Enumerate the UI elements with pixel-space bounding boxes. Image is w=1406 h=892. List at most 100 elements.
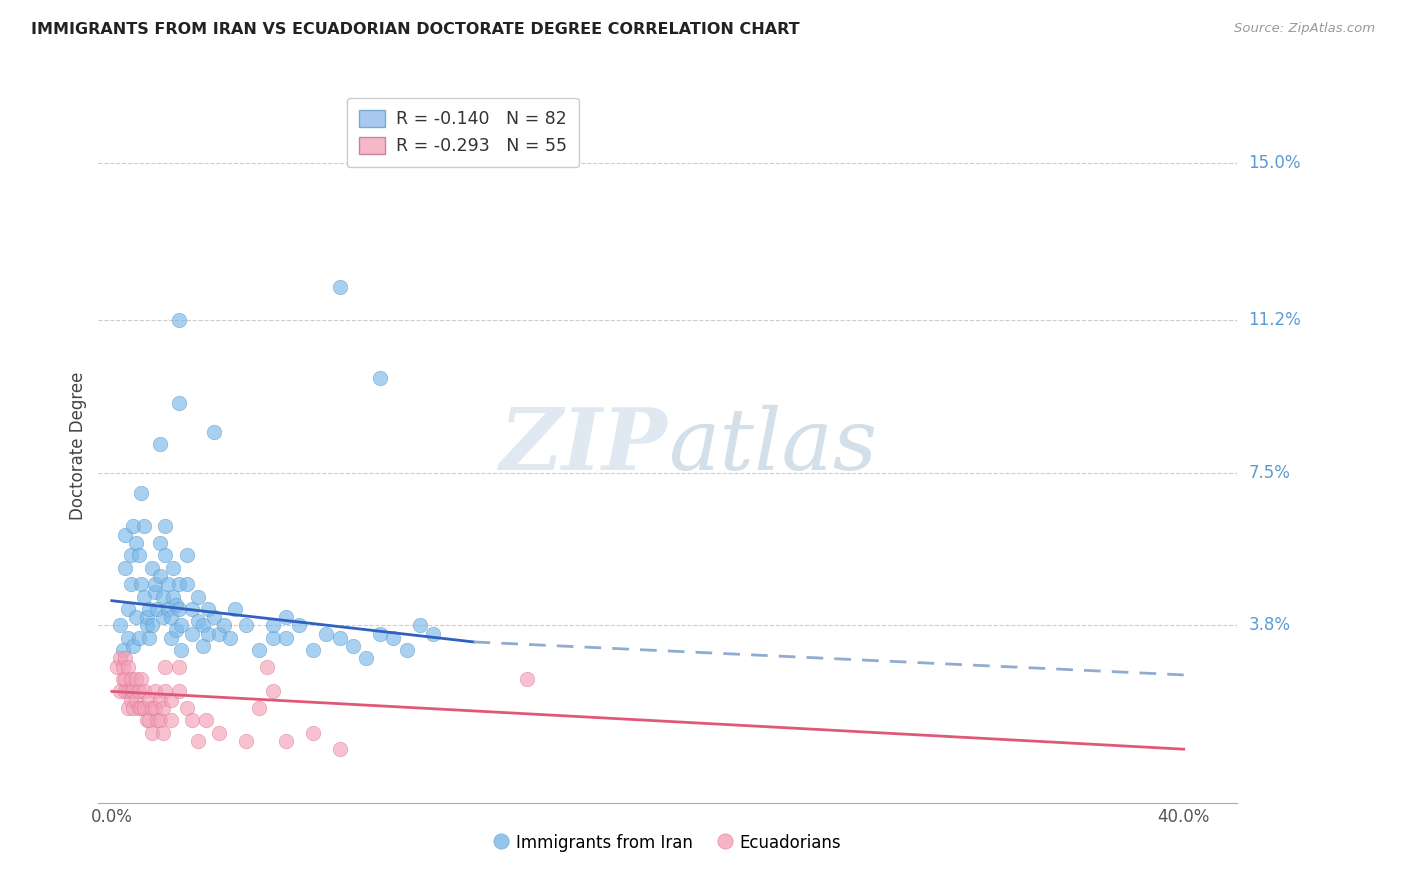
Point — [152, 725, 174, 739]
Point — [247, 701, 270, 715]
Point — [301, 725, 323, 739]
Point — [141, 701, 163, 715]
Point — [235, 734, 257, 748]
Point — [176, 701, 198, 715]
Point — [288, 618, 311, 632]
Point — [274, 610, 297, 624]
Point — [208, 725, 231, 739]
Point — [128, 684, 150, 698]
Point — [191, 639, 214, 653]
Point — [111, 672, 134, 686]
Point — [149, 692, 172, 706]
Point — [117, 684, 139, 698]
Point — [176, 549, 198, 563]
Point — [114, 684, 136, 698]
Text: atlas: atlas — [668, 405, 877, 487]
Text: ZIP: ZIP — [501, 404, 668, 488]
Point — [301, 643, 323, 657]
Point — [187, 734, 209, 748]
Point — [165, 623, 187, 637]
Point — [329, 631, 352, 645]
Point — [155, 659, 177, 673]
Point — [122, 701, 145, 715]
Point — [162, 590, 184, 604]
Point — [143, 585, 166, 599]
Point — [117, 701, 139, 715]
Point — [170, 618, 193, 632]
Point — [315, 626, 337, 640]
Point — [356, 651, 378, 665]
Text: 7.5%: 7.5% — [1249, 464, 1291, 482]
Point — [114, 560, 136, 574]
Point — [117, 631, 139, 645]
Point — [125, 536, 148, 550]
Legend: Immigrants from Iran, Ecuadorians: Immigrants from Iran, Ecuadorians — [488, 828, 848, 859]
Point — [329, 742, 352, 756]
Point — [143, 701, 166, 715]
Point — [155, 519, 177, 533]
Point — [120, 684, 142, 698]
Point — [162, 560, 184, 574]
Point — [129, 672, 152, 686]
Point — [132, 684, 155, 698]
Point — [181, 714, 204, 728]
Point — [138, 602, 160, 616]
Point — [516, 672, 538, 686]
Point — [181, 626, 204, 640]
Point — [191, 618, 214, 632]
Point — [262, 618, 284, 632]
Point — [122, 639, 145, 653]
Point — [176, 577, 198, 591]
Point — [149, 714, 172, 728]
Text: IMMIGRANTS FROM IRAN VS ECUADORIAN DOCTORATE DEGREE CORRELATION CHART: IMMIGRANTS FROM IRAN VS ECUADORIAN DOCTO… — [31, 22, 800, 37]
Point — [125, 692, 148, 706]
Point — [138, 692, 160, 706]
Point — [149, 536, 172, 550]
Point — [214, 618, 236, 632]
Point — [141, 560, 163, 574]
Point — [152, 610, 174, 624]
Point — [120, 577, 142, 591]
Point — [395, 643, 418, 657]
Point — [342, 639, 364, 653]
Point — [108, 651, 131, 665]
Point — [149, 437, 172, 451]
Text: 15.0%: 15.0% — [1249, 154, 1301, 172]
Point — [329, 280, 352, 294]
Point — [143, 577, 166, 591]
Point — [146, 714, 169, 728]
Point — [262, 631, 284, 645]
Point — [155, 549, 177, 563]
Point — [141, 725, 163, 739]
Point — [114, 672, 136, 686]
Point — [108, 684, 131, 698]
Point — [105, 659, 128, 673]
Point — [135, 618, 157, 632]
Point — [129, 577, 152, 591]
Point — [128, 549, 150, 563]
Point — [120, 549, 142, 563]
Point — [152, 590, 174, 604]
Point — [159, 714, 181, 728]
Point — [208, 626, 231, 640]
Point — [132, 519, 155, 533]
Point — [152, 701, 174, 715]
Point — [187, 590, 209, 604]
Point — [120, 692, 142, 706]
Point — [128, 631, 150, 645]
Text: 3.8%: 3.8% — [1249, 616, 1291, 634]
Point — [224, 602, 246, 616]
Point — [167, 684, 190, 698]
Point — [181, 602, 204, 616]
Point — [159, 692, 181, 706]
Y-axis label: Doctorate Degree: Doctorate Degree — [69, 372, 87, 520]
Point — [135, 610, 157, 624]
Point — [165, 598, 187, 612]
Point — [125, 672, 148, 686]
Point — [132, 590, 155, 604]
Point — [167, 659, 190, 673]
Point — [218, 631, 240, 645]
Point — [117, 602, 139, 616]
Point — [202, 610, 225, 624]
Point — [159, 610, 181, 624]
